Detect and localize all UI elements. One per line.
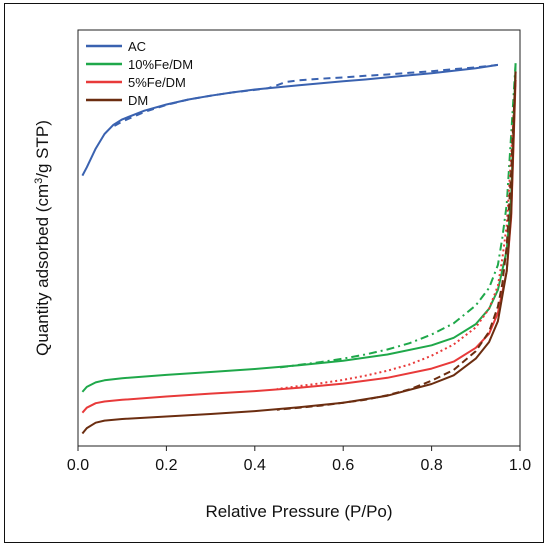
series-group — [81, 63, 517, 435]
series-dm-adsorption — [81, 71, 517, 435]
series-ac-desorption — [112, 63, 499, 128]
y-axis-label-rest: /g STP) — [33, 120, 52, 178]
series-5-fe-dm-desorption — [276, 79, 517, 390]
plot-area — [77, 29, 521, 447]
series-dm-desorption — [276, 71, 517, 411]
x-tick-label: 0.0 — [67, 457, 89, 474]
x-tick-label: 0.4 — [244, 457, 266, 474]
legend-entry: 5%Fe/DM — [128, 75, 186, 90]
x-tick-label: 1.0 — [509, 457, 531, 474]
series-10-fe-dm-desorption — [276, 63, 517, 369]
series-10-fe-dm-adsorption — [81, 63, 517, 393]
legend-entry: DM — [128, 93, 148, 108]
x-tick-label: 0.2 — [155, 457, 177, 474]
y-axis-label-superscript: 3 — [33, 178, 45, 184]
legend: AC 10%Fe/DM 5%Fe/DM DM — [86, 39, 193, 108]
figure-frame — [4, 3, 544, 543]
x-tick-label: 0.6 — [332, 457, 354, 474]
x-tick-label: 0.8 — [420, 457, 442, 474]
x-axis-ticks: 0.0 0.2 0.4 0.6 0.8 1.0 — [67, 446, 531, 474]
y-axis-label-main: Quantity adsorbed (cm — [33, 184, 52, 356]
legend-entry: 10%Fe/DM — [128, 57, 193, 72]
legend-entry: AC — [128, 39, 146, 54]
x-axis-label: Relative Pressure (P/Po) — [205, 502, 392, 521]
y-axis-label: Quantity adsorbed (cm3/g STP) — [33, 120, 52, 356]
series-5-fe-dm-adsorption — [81, 79, 517, 414]
